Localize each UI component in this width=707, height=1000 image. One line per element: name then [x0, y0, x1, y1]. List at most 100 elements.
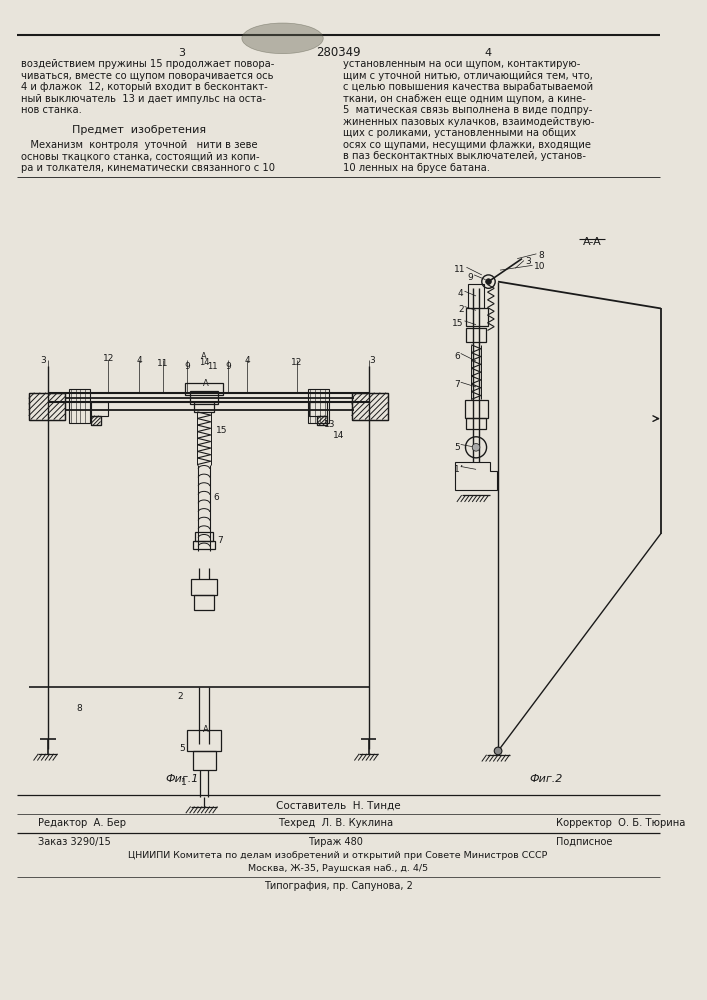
Bar	[467, 308, 488, 326]
Text: основы ткацкого станка, состоящий из копи-: основы ткацкого станка, состоящий из коп…	[21, 151, 259, 161]
Bar	[468, 284, 484, 308]
Bar	[29, 393, 65, 420]
Circle shape	[472, 443, 480, 451]
Text: 5: 5	[179, 744, 185, 753]
Text: Предмет  изобретения: Предмет изобретения	[72, 125, 206, 135]
Bar	[467, 418, 486, 429]
Text: чиваться, вместе со щупом поворачивается ось: чиваться, вместе со щупом поворачивается…	[21, 71, 274, 81]
Text: 9: 9	[225, 362, 231, 371]
Text: 8: 8	[76, 704, 83, 713]
Text: ’: ’	[460, 465, 462, 475]
Text: 12: 12	[291, 358, 303, 367]
Text: 7: 7	[218, 536, 223, 545]
Bar	[192, 751, 216, 770]
Bar	[69, 389, 90, 423]
Text: 14: 14	[199, 358, 209, 367]
Text: Типография, пр. Сапунова, 2: Типография, пр. Сапунова, 2	[264, 881, 413, 891]
Text: 5: 5	[454, 443, 460, 452]
Circle shape	[494, 747, 502, 755]
Text: 11: 11	[454, 265, 465, 274]
Text: Корректор  О. Б. Тюрина: Корректор О. Б. Тюрина	[556, 818, 685, 828]
Text: 13: 13	[324, 420, 335, 429]
Text: нов станка.: нов станка.	[21, 105, 82, 115]
Text: ный выключатель  13 и дает импульс на оста-: ный выключатель 13 и дает импульс на ост…	[21, 94, 266, 104]
Text: 15: 15	[452, 319, 464, 328]
Text: 5  матическая связь выполнена в виде подпру-: 5 матическая связь выполнена в виде подп…	[343, 105, 592, 115]
Text: A: A	[201, 352, 207, 361]
Text: ра и толкателя, кинематически связанного с 10: ра и толкателя, кинематически связанного…	[21, 163, 275, 173]
Text: ЦНИИПИ Комитета по делам изобретений и открытий при Совете Министров СССР: ЦНИИПИ Комитета по делам изобретений и о…	[129, 851, 548, 860]
Circle shape	[486, 279, 491, 284]
Bar	[317, 416, 327, 425]
Text: щих с роликами, установленными на общих: щих с роликами, установленными на общих	[343, 128, 576, 138]
Ellipse shape	[242, 23, 323, 54]
Bar	[351, 393, 388, 420]
Text: щим с уточной нитью, отличающийся тем, что,: щим с уточной нитью, отличающийся тем, ч…	[343, 71, 592, 81]
Text: A-A: A-A	[583, 237, 602, 247]
Text: 7: 7	[454, 380, 460, 389]
Text: 6: 6	[454, 352, 460, 361]
Bar	[467, 328, 486, 342]
Text: в паз бесконтактных выключателей, установ-: в паз бесконтактных выключателей, устано…	[343, 151, 586, 161]
Text: с целью повышения качества вырабатываемой: с целью повышения качества вырабатываемо…	[343, 82, 593, 92]
Bar	[189, 391, 218, 404]
Bar	[187, 730, 221, 751]
Text: A: A	[203, 379, 209, 388]
Text: 1: 1	[181, 778, 187, 787]
Text: Фиг.2: Фиг.2	[530, 774, 563, 784]
Bar	[185, 383, 223, 395]
Bar	[351, 393, 388, 420]
Text: 4 и флажок  12, который входит в бесконтакт-: 4 и флажок 12, который входит в бесконта…	[21, 82, 268, 92]
Text: 15: 15	[216, 426, 227, 435]
Text: 4: 4	[458, 289, 464, 298]
Bar	[464, 400, 488, 418]
Bar	[195, 532, 213, 541]
Text: 1: 1	[454, 465, 460, 474]
Text: 11: 11	[207, 362, 218, 371]
Text: 3: 3	[40, 356, 46, 365]
Text: 4: 4	[136, 356, 141, 365]
Text: Фиг.1: Фиг.1	[165, 774, 199, 784]
Text: осях со щупами, несущими флажки, входящие: осях со щупами, несущими флажки, входящи…	[343, 140, 591, 150]
Bar	[194, 541, 214, 549]
Text: Заказ 3290/15: Заказ 3290/15	[38, 837, 111, 847]
Text: 10 ленных на брусе батана.: 10 ленных на брусе батана.	[343, 163, 490, 173]
Bar	[91, 402, 108, 416]
Text: 11: 11	[157, 359, 168, 368]
Text: воздействием пружины 15 продолжает повора-: воздействием пружины 15 продолжает повор…	[21, 59, 274, 69]
Text: 9: 9	[184, 362, 189, 371]
Text: 8: 8	[538, 251, 544, 260]
Bar	[317, 416, 327, 425]
Text: 12: 12	[103, 354, 114, 363]
Text: 4: 4	[245, 356, 250, 365]
Text: 9: 9	[467, 273, 473, 282]
Text: Механизм  контроля  уточной   нити в зеве: Механизм контроля уточной нити в зеве	[21, 140, 257, 150]
Bar	[310, 402, 327, 416]
Bar	[91, 416, 100, 425]
Text: Техред  Л. В. Куклина: Техред Л. В. Куклина	[278, 818, 393, 828]
Text: ткани, он снабжен еще одним щупом, а кине-: ткани, он снабжен еще одним щупом, а кин…	[343, 94, 586, 104]
Text: A: A	[203, 725, 209, 734]
Text: Редактор  А. Бер: Редактор А. Бер	[38, 818, 127, 828]
Text: установленным на оси щупом, контактирую-: установленным на оси щупом, контактирую-	[343, 59, 580, 69]
Text: 10: 10	[534, 262, 545, 271]
Text: Составитель  Н. Тинде: Составитель Н. Тинде	[276, 801, 400, 811]
Text: Москва, Ж-35, Раушская наб., д. 4/5: Москва, Ж-35, Раушская наб., д. 4/5	[248, 864, 428, 873]
Bar	[29, 393, 65, 420]
Text: 2: 2	[458, 305, 464, 314]
Bar	[191, 579, 218, 595]
Text: 3: 3	[178, 48, 185, 58]
Bar	[308, 389, 329, 423]
Text: 2: 2	[177, 692, 183, 701]
Bar	[194, 595, 214, 610]
Text: 280349: 280349	[316, 46, 361, 59]
Text: 3: 3	[370, 356, 375, 365]
Text: 14: 14	[333, 431, 345, 440]
Text: 4: 4	[485, 48, 492, 58]
Text: жиненных пазовых кулачков, взаимодействую-: жиненных пазовых кулачков, взаимодейству…	[343, 117, 595, 127]
Bar	[91, 416, 100, 425]
Text: Подписное: Подписное	[556, 837, 612, 847]
Text: 6: 6	[214, 493, 219, 502]
Bar	[194, 402, 214, 412]
Text: Тираж 480: Тираж 480	[308, 837, 363, 847]
